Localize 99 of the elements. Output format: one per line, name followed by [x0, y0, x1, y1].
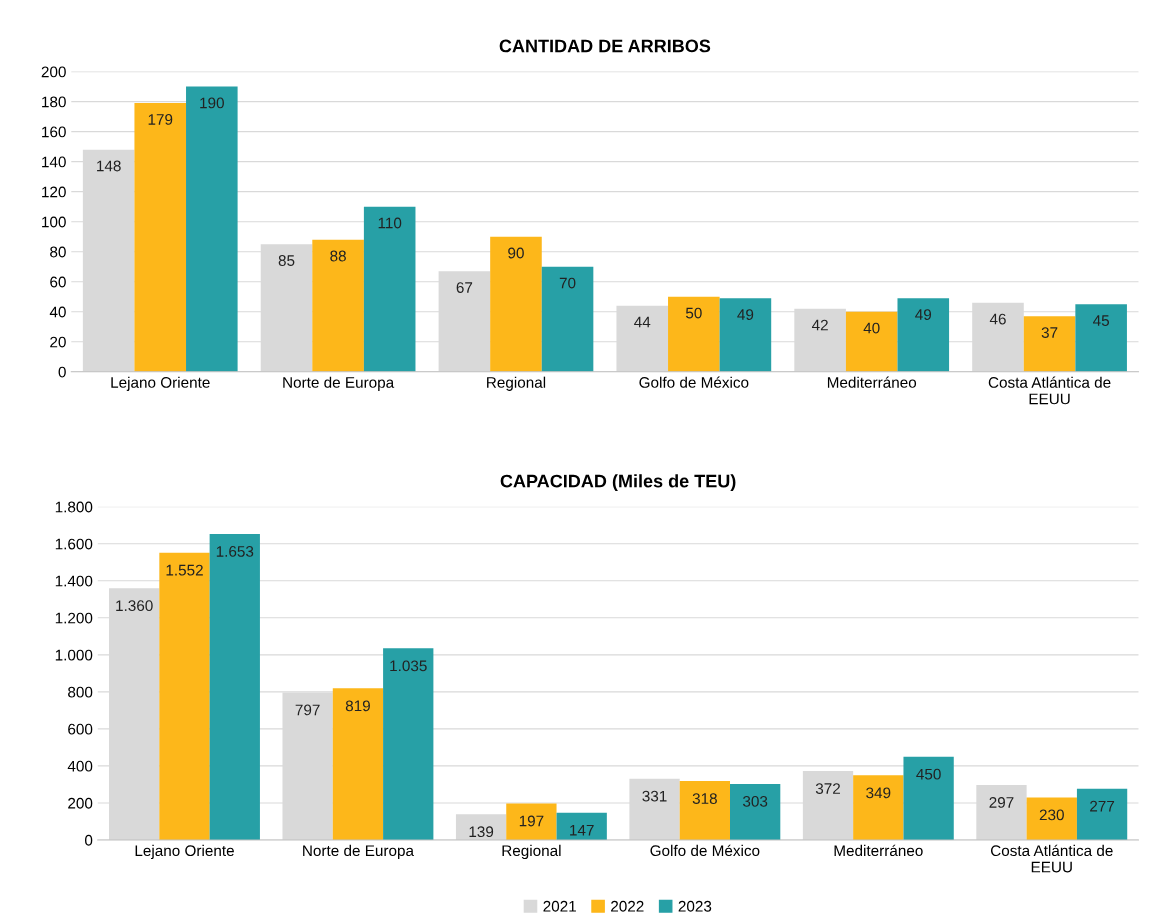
x-tick-label: Mediterráneo — [827, 376, 917, 388]
y-tick-label: 1.800 — [55, 501, 93, 513]
data-label: 42 — [811, 319, 828, 331]
data-label: 318 — [692, 793, 717, 804]
bar — [679, 781, 731, 840]
bar — [845, 311, 898, 372]
bar — [730, 783, 781, 840]
data-label: 303 — [743, 795, 768, 807]
x-tick-label: Regional — [487, 376, 546, 391]
data-label: 372 — [815, 783, 840, 794]
y-tick-label: 160 — [42, 126, 66, 138]
data-label: 450 — [916, 768, 941, 780]
x-tick-label: Golfo de México — [639, 376, 749, 388]
bar — [668, 296, 720, 372]
bar — [159, 552, 210, 840]
bar — [332, 688, 384, 840]
bar — [1076, 788, 1128, 840]
data-label: 147 — [570, 824, 594, 836]
y-tick-label: 1.400 — [55, 575, 93, 587]
data-label: 90 — [508, 247, 524, 259]
data-label: 797 — [295, 704, 320, 716]
bar — [134, 103, 187, 372]
bar — [541, 266, 594, 372]
data-label: 70 — [559, 277, 576, 289]
data-label: 297 — [989, 797, 1014, 808]
data-label: 49 — [737, 309, 754, 320]
data-label: 1.552 — [166, 564, 203, 576]
x-tick-label: Norte de Europa — [283, 376, 395, 391]
bar — [719, 298, 772, 372]
x-tick-label: Lejano Oriente — [111, 376, 210, 391]
y-tick-label: 400 — [67, 760, 93, 772]
y-tick-label: 0 — [58, 366, 66, 378]
data-label: 190 — [200, 97, 224, 109]
legend-label: 2021 — [543, 900, 576, 912]
bar — [186, 86, 238, 372]
data-label: 1.653 — [216, 546, 254, 557]
data-label: 37 — [1041, 327, 1058, 338]
data-label: 50 — [685, 307, 702, 319]
y-tick-label: 1.000 — [55, 649, 93, 661]
y-tick-label: 140 — [42, 156, 66, 168]
data-label: 1.360 — [116, 600, 153, 612]
data-label: 46 — [989, 313, 1006, 325]
y-tick-label: 100 — [42, 216, 66, 228]
y-tick-label: 180 — [42, 96, 66, 108]
data-label: 179 — [148, 114, 173, 125]
data-label: 349 — [866, 787, 891, 799]
data-label: 277 — [1090, 800, 1115, 812]
data-label: 49 — [915, 309, 932, 320]
x-tick-label: Regional — [502, 844, 561, 860]
data-label: 40 — [863, 322, 880, 334]
bar — [383, 648, 434, 840]
bar — [853, 775, 904, 840]
y-tick-label: 200 — [68, 797, 93, 809]
chart-title: CANTIDAD DE ARRIBOS — [499, 39, 711, 53]
chart-title: CAPACIDAD (Miles de TEU) — [500, 474, 736, 492]
x-tick-label: Costa Atlántica de EEUU — [990, 844, 1113, 873]
bar — [1023, 316, 1076, 372]
data-label: 88 — [330, 250, 346, 262]
y-tick-label: 60 — [50, 276, 66, 288]
bar — [556, 812, 607, 840]
data-label: 819 — [345, 700, 370, 712]
y-tick-label: 1.600 — [55, 538, 93, 550]
y-tick-label: 1.200 — [55, 612, 93, 624]
data-label: 67 — [456, 282, 473, 293]
y-tick-label: 40 — [49, 306, 66, 318]
bar — [363, 206, 416, 372]
x-tick-label: Lejano Oriente — [135, 844, 234, 860]
legend-label: 2023 — [678, 900, 712, 912]
data-label: 139 — [469, 826, 494, 838]
x-tick-label: Golfo de México — [650, 844, 760, 857]
y-tick-label: 80 — [50, 246, 66, 258]
y-tick-label: 200 — [41, 66, 66, 78]
bar — [209, 533, 260, 840]
bar — [490, 236, 542, 372]
x-tick-label: Mediterráneo — [834, 844, 923, 857]
y-tick-label: 800 — [68, 686, 93, 698]
bar — [903, 756, 954, 840]
bar — [1026, 797, 1077, 840]
data-label: 110 — [378, 217, 402, 229]
x-tick-label: Costa Atlántica de EEUU — [988, 376, 1111, 405]
data-label: 230 — [1039, 809, 1064, 821]
y-tick-label: 120 — [42, 186, 66, 198]
data-label: 85 — [278, 255, 295, 266]
data-label: 1.035 — [390, 660, 427, 672]
data-label: 197 — [519, 815, 544, 827]
y-tick-label: 600 — [68, 723, 93, 735]
data-label: 148 — [97, 160, 121, 172]
bar — [897, 298, 950, 372]
bar — [312, 239, 364, 372]
x-tick-label: Norte de Europa — [303, 844, 414, 860]
data-label: 45 — [1093, 315, 1110, 326]
y-tick-label: 0 — [84, 834, 93, 846]
data-label: 331 — [642, 790, 667, 802]
data-label: 44 — [634, 316, 651, 328]
bar — [506, 803, 557, 840]
bar — [455, 814, 507, 840]
legend-label: 2022 — [611, 900, 644, 912]
bar — [1075, 304, 1127, 372]
y-tick-label: 20 — [50, 336, 66, 348]
